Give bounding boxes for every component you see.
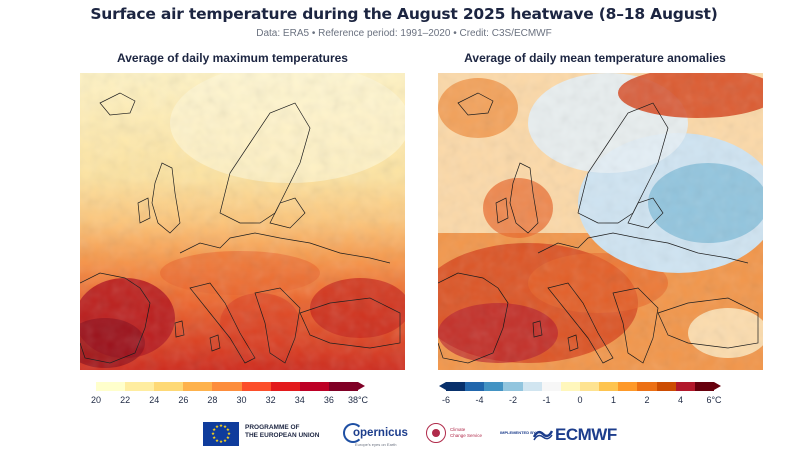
c3s-ring-icon (426, 423, 446, 443)
colorbar-tick-label: 34 (294, 395, 305, 405)
colorbar-tick-label: 22 (120, 395, 131, 405)
colorbar-arrow-low (439, 382, 446, 390)
colorbar-tick-label: 6°C (706, 395, 722, 405)
colorbar-tick-label: 30 (236, 395, 247, 405)
colorbar-tick-label: -2 (508, 395, 518, 405)
max-temperature-colorbar: 20 22 24 26 28 30 32 34 36 38°C (91, 382, 370, 410)
colorbar-segment (599, 382, 619, 391)
colorbar-segment (522, 382, 542, 391)
colorbar-segment (465, 382, 485, 391)
eu-star-icon: ★ (215, 437, 220, 443)
c3s-line-1: Climate (450, 427, 466, 432)
anomaly-colorbar: -6 -4 -2 -1 0 1 2 4 6°C (439, 382, 728, 410)
eu-star-icon: ★ (227, 431, 232, 436)
right-panel-title: Average of daily mean temperature anomal… (464, 51, 726, 65)
eu-star-icon: ★ (212, 435, 217, 440)
eu-star-icon: ★ (211, 431, 216, 436)
ecmwf-wave-icon (533, 430, 553, 441)
copernicus-wordmark: opernicus (353, 427, 408, 439)
colorbar-segment (154, 382, 184, 391)
colorbar-tick-label: 28 (207, 395, 218, 405)
left-panel-title: Average of daily maximum temperatures (117, 51, 348, 65)
colorbar-segment (299, 382, 329, 391)
colorbar-tick-label: 1 (610, 395, 617, 405)
colorbar-segment (579, 382, 600, 391)
colorbar-segment (96, 382, 126, 391)
colorbar-tick-label: 38°C (347, 395, 369, 405)
colorbar-arrow-high (358, 382, 365, 390)
eu-star-icon: ★ (225, 435, 230, 440)
colorbar-segment (694, 382, 714, 391)
footer-logos: ★ ★ ★ ★ ★ ★ ★ ★ ★ ★ ★ ★ PROGRAMME OF THE EUROPEAN U… (0, 418, 808, 450)
colorbar-segment (446, 382, 466, 391)
colorbar-segment (618, 382, 638, 391)
texture-overlay (80, 73, 405, 370)
colorbar-segment (484, 382, 504, 391)
eu-line-2: THE EUROPEAN UNION (245, 432, 320, 439)
eu-star-icon: ★ (223, 437, 228, 443)
texture-overlay (438, 73, 763, 370)
eu-star-icon: ★ (219, 423, 224, 428)
colorbar-tick-label: 0 (577, 395, 583, 405)
colorbar-segment (125, 382, 155, 391)
colorbar-segment (541, 382, 561, 391)
eu-star-icon: ★ (219, 439, 224, 444)
colorbar-tick-label: 36 (323, 395, 334, 405)
c3s-line-2: Change Service (450, 433, 483, 438)
colorbar-segments (446, 382, 714, 391)
colorbar-segment (637, 382, 657, 391)
colorbar-segment (270, 382, 300, 391)
colorbar-tick-label: -1 (542, 395, 551, 405)
implemented-by-label: IMPLEMENTED BY (500, 430, 536, 435)
colorbar-tick-label: 2 (644, 395, 650, 405)
c3s-dot-icon (432, 429, 440, 437)
c3s-logo: Climate Change Service (426, 421, 496, 447)
eu-flag-icon: ★ ★ ★ ★ ★ ★ ★ ★ ★ ★ ★ ★ (203, 422, 239, 446)
colorbar-tick-label: 24 (149, 395, 160, 405)
eu-line-1: PROGRAMME OF (245, 424, 300, 431)
eu-programme-label: PROGRAMME OF THE EUROPEAN UNION (245, 424, 319, 440)
colorbar-tick-label: -6 (441, 395, 451, 405)
ecmwf-wordmark: ECMWF (555, 425, 617, 444)
colorbar-tick-label: 26 (178, 395, 189, 405)
temperature-anomaly-map (438, 73, 763, 370)
figure-title: Surface air temperature during the Augus… (90, 5, 718, 23)
eu-star-icon: ★ (223, 424, 228, 430)
colorbar-segment (241, 382, 271, 391)
copernicus-tagline: Europe's eyes on Earth (355, 442, 397, 447)
colorbar-segments (96, 382, 358, 391)
colorbar-segment (503, 382, 523, 391)
colorbar-segment (328, 382, 358, 391)
colorbar-segment (656, 382, 676, 391)
figure-subtitle: Data: ERA5 • Reference period: 1991–2020… (256, 28, 552, 39)
c3s-label: Climate Change Service (450, 427, 482, 439)
ecmwf-logo: ECMWF (533, 421, 623, 447)
colorbar-tick-label: -4 (475, 395, 484, 405)
eu-star-icon: ★ (215, 424, 220, 430)
colorbar-tick-label: 4 (677, 395, 684, 405)
colorbar-segment (560, 382, 580, 391)
colorbar-tick-label: 20 (90, 395, 102, 405)
colorbar-segment (675, 382, 695, 391)
colorbar-segment (183, 382, 213, 391)
copernicus-c-icon (343, 423, 363, 443)
colorbar-segment (212, 382, 242, 391)
eu-star-icon: ★ (212, 427, 217, 432)
max-temperature-map (80, 73, 405, 370)
colorbar-tick-label: 32 (265, 395, 276, 405)
copernicus-logo: opernicus Europe's eyes on Earth (343, 421, 413, 447)
colorbar-arrow-high (714, 382, 721, 390)
eu-star-icon: ★ (225, 427, 230, 432)
